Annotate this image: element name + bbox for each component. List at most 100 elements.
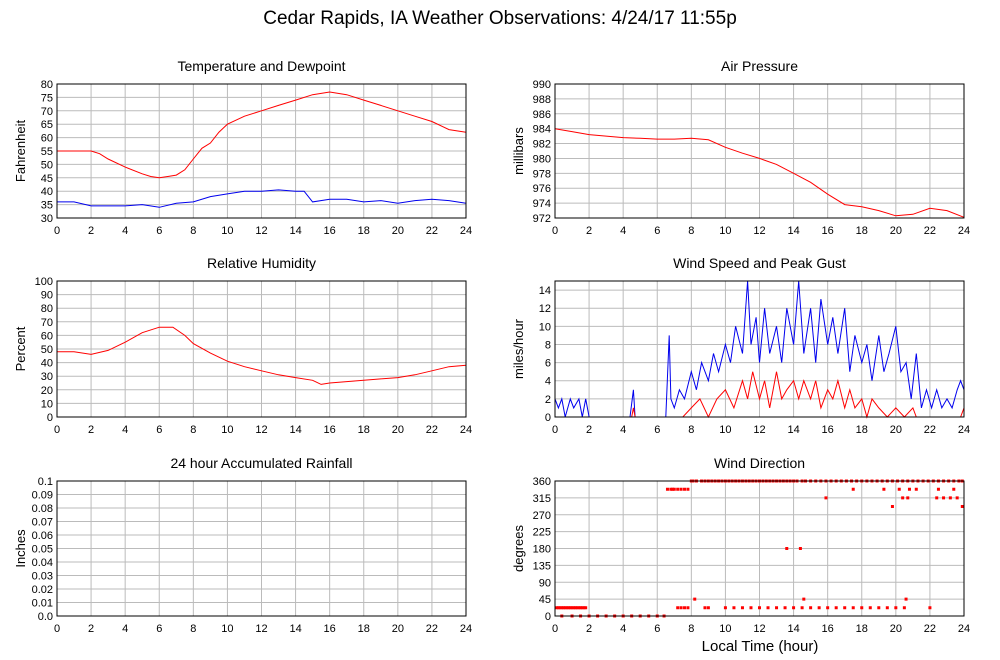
rh-xtick-label: 16 [324,424,336,436]
dir-point [563,606,567,610]
wind-xtick-label: 22 [924,424,936,436]
dir-point [802,597,806,601]
pressure-ytick-label: 986 [533,109,551,121]
rh-ytick-label: 60 [41,330,53,342]
dir-point [669,487,673,491]
rain-title: 24 hour Accumulated Rainfall [170,455,352,471]
dir-point [562,606,566,610]
rain-xtick-label: 12 [255,623,267,635]
dir-point [679,606,683,610]
rh-xtick-label: 14 [289,424,301,436]
x-axis-label: Local Time (hour) [702,638,819,655]
dir-point [843,606,847,610]
pressure-ytick-label: 974 [533,198,551,210]
rain-ytick-label: 0.03 [32,571,53,583]
pressure-xtick-label: 12 [753,225,765,237]
pressure-ylabel: millibars [511,127,526,175]
rh-ytick-label: 0 [47,412,53,424]
dir-xtick-label: 20 [890,623,902,635]
dir-point [560,606,564,610]
dir-point [679,487,683,491]
temp-xtick-label: 0 [54,225,60,237]
dir-point [676,487,680,491]
temp-series-blue-line [57,189,467,208]
dir-ytick-label: 0 [545,611,551,623]
rain-xtick-label: 8 [190,623,196,635]
dir-point [885,606,889,610]
pressure-ytick-label: 990 [533,79,551,91]
rh-ylabel: Percent [13,326,28,371]
dir-point [693,597,697,601]
dir-point [556,606,560,610]
dir-point [897,487,901,491]
pressure-series-red-line [554,128,965,218]
wind-xtick-label: 2 [586,424,592,436]
temp-xtick-label: 10 [221,225,233,237]
dir-point [792,606,796,610]
dir-point [766,606,770,610]
rain-ylabel: Inches [13,529,28,568]
dir-point [851,487,855,491]
dir-point [565,606,569,610]
dir-point [555,606,559,610]
dir-xtick-label: 2 [586,623,592,635]
wind-ytick-label: 6 [545,358,551,370]
rain-xtick-label: 14 [289,623,301,635]
dir-point [573,606,577,610]
rh-xtick-label: 18 [358,424,370,436]
pressure-ytick-label: 984 [533,124,551,136]
temp-xtick-label: 14 [289,225,301,237]
dir-xtick-label: 4 [620,623,626,635]
dir-point [575,606,579,610]
wind-ytick-label: 10 [539,321,551,333]
pressure-ytick-label: 976 [533,183,551,195]
dir-point [723,606,727,610]
temp-ytick-label: 75 [41,92,53,104]
dir-point [686,606,690,610]
wind-xtick-label: 12 [753,424,765,436]
wind-ytick-label: 8 [545,339,551,351]
pressure-ytick-label: 980 [533,153,551,165]
rain-ytick-label: 0.01 [32,598,53,610]
dir-point [928,606,932,610]
pressure-xtick-label: 14 [787,225,799,237]
temp-ytick-label: 55 [41,146,53,158]
temp-title: Temperature and Dewpoint [177,58,345,74]
pressure-xtick-label: 6 [654,225,660,237]
rh-xtick-label: 2 [88,424,94,436]
dir-point [851,606,855,610]
pressure-xtick-label: 10 [719,225,731,237]
temp-ytick-label: 80 [41,79,53,91]
wind-ytick-label: 14 [539,285,551,297]
temp-ytick-label: 35 [41,200,53,212]
dir-xtick-label: 14 [787,623,799,635]
dir-point [568,606,572,610]
wind-ytick-label: 12 [539,303,551,315]
wind-xtick-label: 14 [787,424,799,436]
dir-point [558,606,562,610]
rain-ytick-label: 0.08 [32,503,53,515]
temp-xtick-label: 22 [426,225,438,237]
wind-ytick-label: 0 [545,412,551,424]
rh-ytick-label: 70 [41,317,53,329]
dir-point [783,606,787,610]
wind-series-red-line [555,371,965,419]
rh-xtick-label: 4 [122,424,128,436]
dir-xtick-label: 12 [753,623,765,635]
rh-series-red-line [57,326,467,385]
dir-xtick-label: 24 [958,623,970,635]
rh-xtick-label: 6 [156,424,162,436]
dir-point [882,487,886,491]
dir-point [703,606,707,610]
dir-point [907,487,911,491]
dir-point [942,496,946,500]
wind-xtick-label: 0 [552,424,558,436]
dir-point [572,606,576,610]
rain-xtick-label: 6 [156,623,162,635]
dir-point [904,597,908,601]
dir-point [834,606,838,610]
pressure-xtick-label: 2 [586,225,592,237]
temp-ytick-label: 30 [41,213,53,225]
dir-ytick-label: 360 [533,476,551,488]
